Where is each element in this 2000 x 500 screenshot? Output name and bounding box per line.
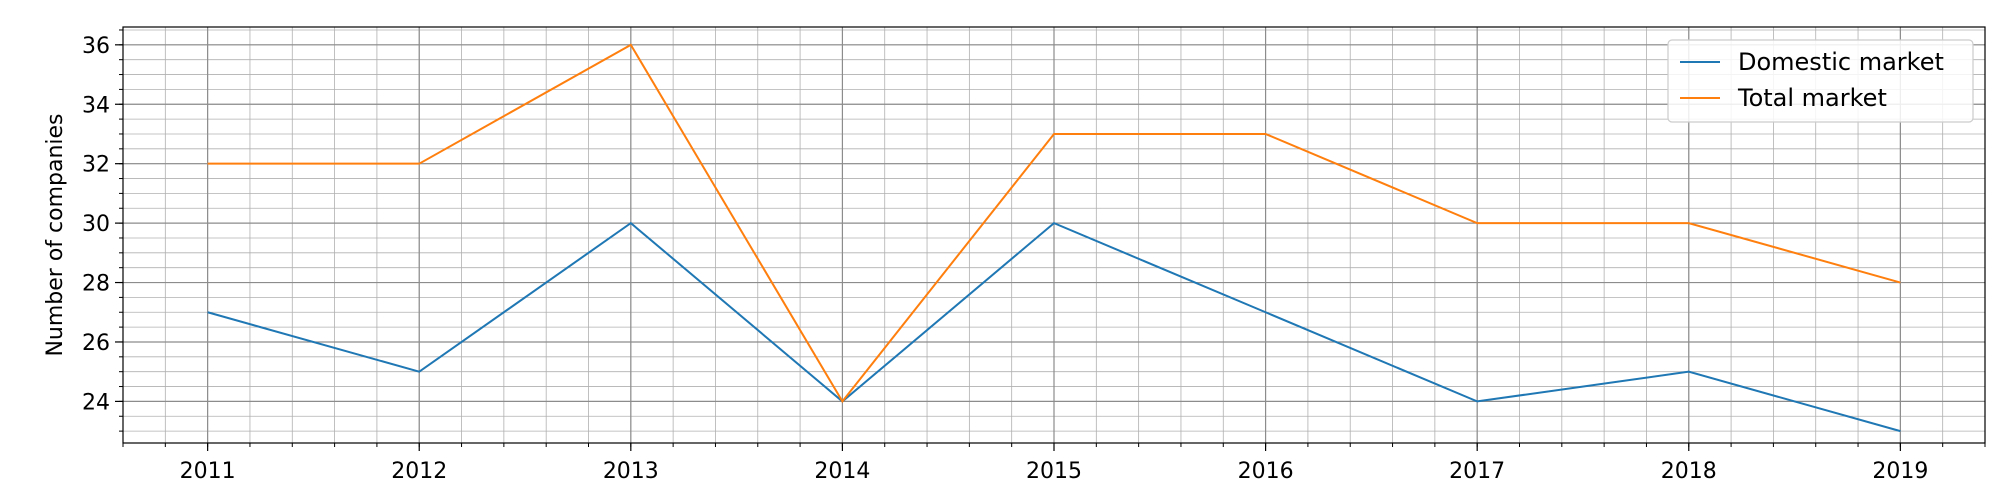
series-layer	[207, 43, 1901, 433]
x-tick-label: 2019	[1872, 459, 1928, 484]
x-tick-label: 2015	[1026, 459, 1082, 484]
y-axis-label: Number of companies	[43, 113, 68, 356]
y-tick-label: 36	[82, 34, 110, 59]
y-tick-label: 26	[82, 331, 110, 356]
y-tick-label: 24	[82, 390, 110, 415]
y-tick-label: 30	[82, 212, 110, 237]
x-tick-label: 2012	[391, 459, 447, 484]
x-tick-label: 2014	[814, 459, 870, 484]
y-tick-label: 32	[82, 153, 110, 178]
x-tick-label: 2018	[1661, 459, 1717, 484]
y-axis: 24 26 28 30 32 34 36	[82, 29, 123, 432]
x-tick-label: 2011	[180, 459, 236, 484]
x-tick-label: 2016	[1238, 459, 1294, 484]
y-tick-label: 28	[82, 272, 110, 297]
legend-box	[1667, 39, 1974, 123]
x-tick-label: 2017	[1449, 459, 1505, 484]
legend-label: Domestic market	[1738, 48, 1944, 76]
legend-label: Total market	[1737, 84, 1887, 112]
y-tick-label: 34	[82, 93, 110, 118]
series-line-total-market	[207, 43, 1901, 404]
x-axis: 2011 2012 2013 2014 2015 2016 2017 2018 2019	[122, 443, 1986, 484]
series-line-domestic-market	[207, 221, 1901, 433]
x-tick-label: 2013	[603, 459, 659, 484]
legend: Domestic market Total market	[1667, 39, 1974, 123]
